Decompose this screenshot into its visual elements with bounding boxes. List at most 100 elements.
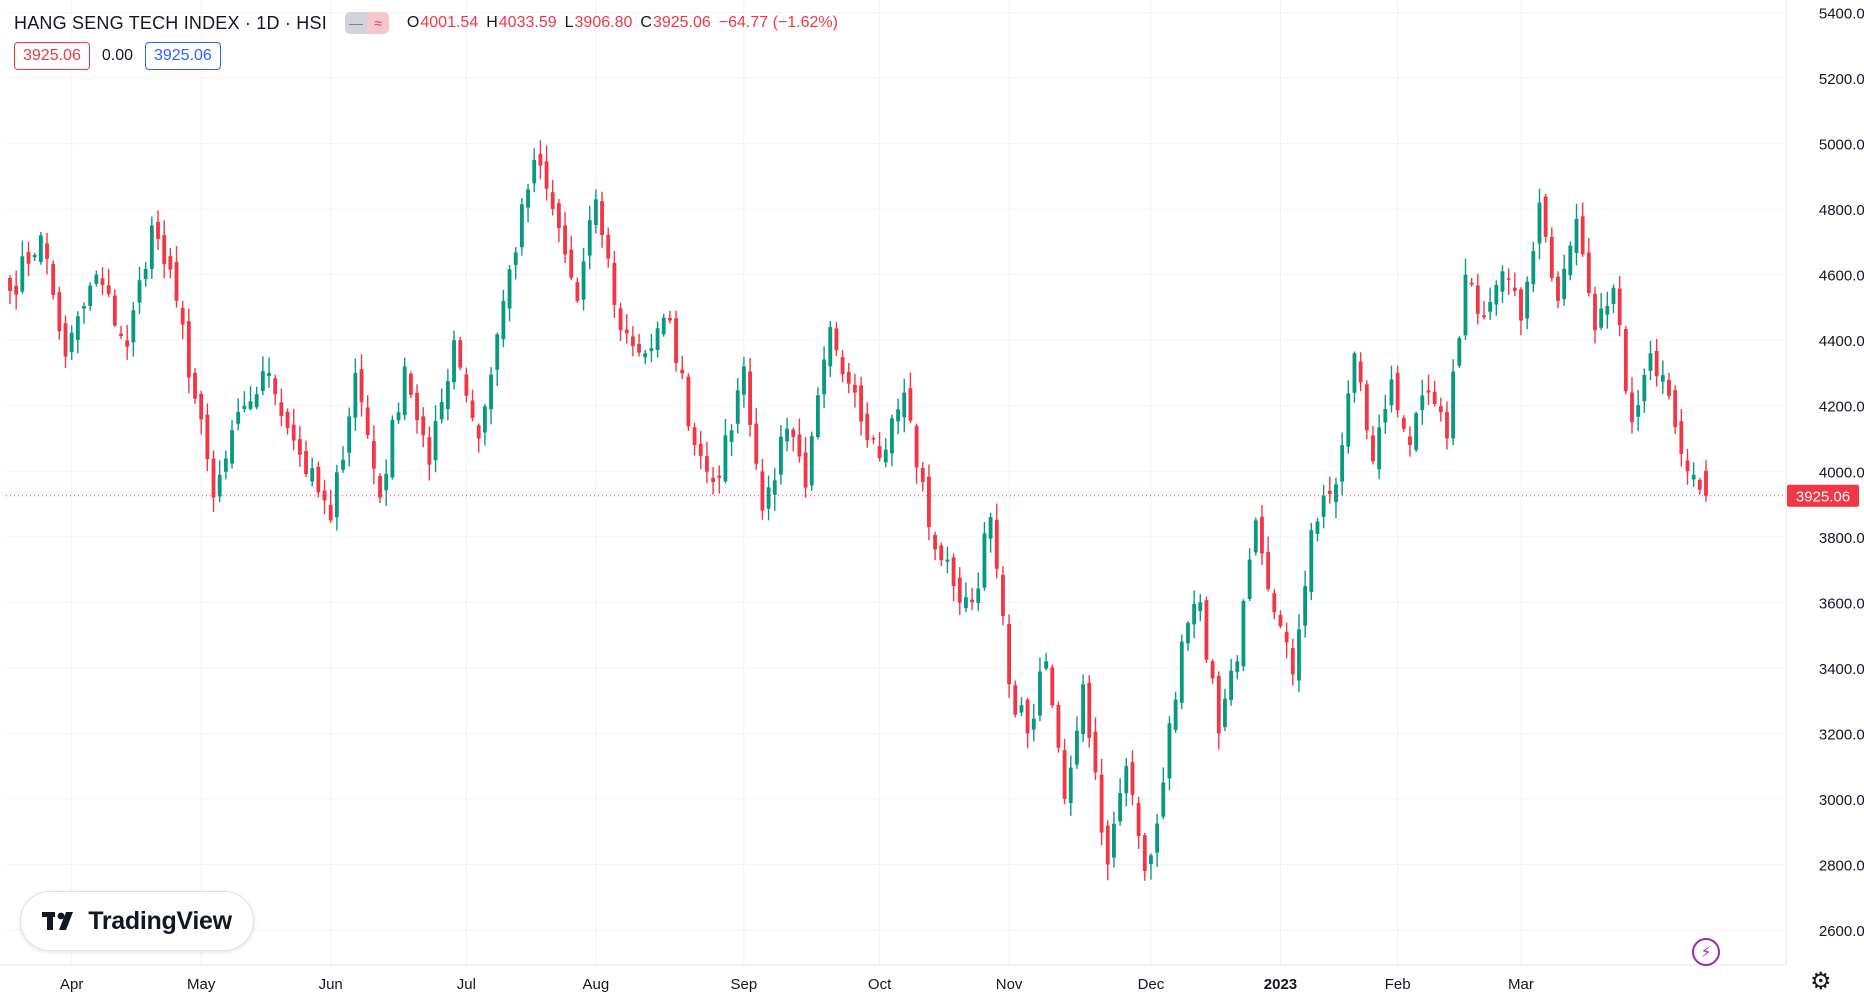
- candle-159: [988, 512, 993, 553]
- candle-263: [1630, 377, 1634, 434]
- candle-9: [63, 315, 68, 369]
- price-tick-label: 3000.00: [1819, 792, 1864, 809]
- candle-34: [217, 460, 222, 503]
- candle-215: [1334, 477, 1338, 519]
- candle-188: [1167, 716, 1172, 791]
- price-tick-label: 3800.00: [1819, 530, 1864, 547]
- candle-169: [1050, 664, 1055, 708]
- candle-19: [125, 325, 130, 360]
- candle-13: [88, 282, 93, 311]
- candle-274: [1697, 478, 1702, 495]
- candle-73: [458, 336, 463, 371]
- time-tick-label: Dec: [1138, 976, 1165, 993]
- candle-83: [519, 198, 524, 256]
- candle-214: [1327, 476, 1332, 504]
- low-value: L3906.80: [564, 14, 633, 31]
- candle-114: [711, 467, 715, 495]
- candle-210: [1303, 570, 1308, 638]
- candle-234: [1451, 359, 1456, 446]
- candle-25: [162, 220, 167, 279]
- candle-145: [902, 378, 907, 433]
- candle-208: [1290, 638, 1295, 686]
- hide-icon[interactable]: —: [344, 12, 367, 34]
- candle-50: [316, 461, 321, 498]
- candle-232: [1438, 397, 1443, 422]
- lightning-icon[interactable]: ⚡: [1692, 938, 1720, 966]
- legend-toggle[interactable]: — ≈: [344, 12, 389, 34]
- candle-39: [248, 386, 253, 411]
- compare-icon[interactable]: ≈: [366, 12, 389, 34]
- candle-141: [877, 432, 882, 462]
- price-axis[interactable]: 2600.00 2800.00 3000.00 3200.00 3400.00 3600.…: [1785, 0, 1864, 965]
- candle-271: [1679, 409, 1684, 467]
- candle-126: [785, 417, 789, 452]
- candle-121: [754, 407, 759, 470]
- open-value: O4001.54: [406, 14, 479, 31]
- candle-222: [1377, 414, 1382, 480]
- buy-price-box[interactable]: 3925.06: [144, 42, 221, 70]
- price-tick-label: 3600.00: [1819, 595, 1864, 612]
- candle-226: [1401, 415, 1406, 432]
- sell-price-box[interactable]: 3925.06: [14, 42, 90, 70]
- gear-icon[interactable]: ⚙: [1810, 968, 1832, 995]
- time-axis[interactable]: Apr May Jun Jul Aug Sep Oct Nov Dec 2023 Feb Mar: [0, 964, 1786, 993]
- candle-185: [1149, 853, 1153, 880]
- candle-36: [230, 419, 234, 469]
- candle-200: [1241, 599, 1246, 672]
- candle-66: [415, 384, 419, 434]
- candle-158: [982, 521, 987, 591]
- time-tick-label: Mar: [1508, 976, 1534, 993]
- candle-270: [1673, 385, 1678, 435]
- candle-246: [1525, 276, 1530, 330]
- candle-206: [1278, 610, 1283, 629]
- candle-129: [803, 436, 808, 498]
- candle-236: [1463, 258, 1468, 340]
- candle-32: [205, 403, 210, 472]
- candle-124: [772, 468, 777, 511]
- candle-70: [439, 388, 444, 424]
- candle-190: [1179, 634, 1184, 710]
- candle-252: [1562, 254, 1567, 306]
- candle-111: [692, 422, 697, 456]
- candle-147: [914, 423, 919, 484]
- candle-140: [871, 435, 876, 445]
- candle-97: [606, 227, 611, 268]
- candle-267: [1654, 338, 1659, 387]
- candle-163: [1013, 680, 1018, 718]
- candle-115: [717, 465, 722, 494]
- candle-89: [556, 199, 561, 243]
- candle-105: [655, 321, 660, 358]
- candle-31: [199, 390, 204, 435]
- candle-256: [1586, 237, 1591, 297]
- price-tick-label: 2800.00: [1819, 857, 1864, 874]
- candle-212: [1315, 517, 1320, 542]
- candle-75: [470, 389, 475, 422]
- candle-254: [1574, 203, 1579, 266]
- change-value: −64.77 (−1.62%): [718, 14, 838, 31]
- candle-65: [408, 371, 413, 398]
- candle-273: [1691, 462, 1696, 487]
- candle-162: [1007, 614, 1012, 698]
- candle-175: [1087, 675, 1092, 748]
- candle-117: [729, 424, 734, 457]
- candle-60: [378, 473, 382, 503]
- time-tick-label: Feb: [1385, 976, 1411, 993]
- candle-43: [273, 374, 278, 406]
- candle-100: [624, 314, 629, 344]
- candles: [8, 140, 1708, 881]
- candle-189: [1173, 691, 1178, 733]
- candle-41: [260, 356, 265, 396]
- last-price-badge: [1787, 484, 1859, 507]
- candle-6: [45, 232, 49, 275]
- price-info-row: 3925.06 0.00 3925.06: [14, 42, 221, 70]
- candle-81: [507, 265, 512, 322]
- candle-218: [1352, 351, 1357, 403]
- candle-127: [791, 427, 796, 452]
- price-tick-label: 4000.00: [1819, 464, 1864, 481]
- candle-167: [1038, 657, 1042, 722]
- tradingview-logo[interactable]: TradingView: [20, 891, 254, 951]
- candle-8: [57, 286, 62, 340]
- candle-67: [421, 407, 426, 448]
- symbol-title[interactable]: HANG SENG TECH INDEX · 1D · HSI: [14, 12, 327, 33]
